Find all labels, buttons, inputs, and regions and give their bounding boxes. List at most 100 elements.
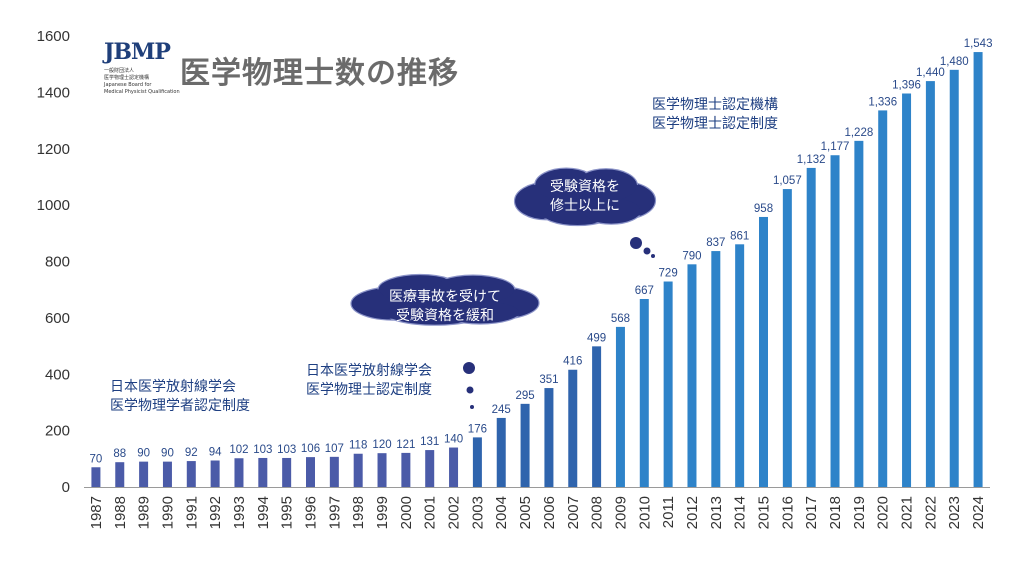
bar-value-label: 1,132 [797,154,826,166]
x-tick-label: 2013 [708,496,725,529]
y-tick-label: 0 [62,479,70,496]
bar [782,189,792,488]
x-tick-label: 1987 [88,496,105,529]
bar-value-label: 102 [229,444,248,456]
cloud1-text: 医療事故を受けて 受験資格を緩和 [375,288,515,326]
x-tick-label: 1994 [255,496,272,529]
cloud2-dot [630,237,642,249]
bar-value-label: 861 [730,230,749,242]
cloud1-line2: 受験資格を緩和 [396,308,494,324]
bar [902,93,912,487]
bar [735,244,745,487]
x-tick-label: 2001 [422,496,439,529]
cloud2-dot [643,247,651,255]
bar [592,346,602,487]
bar-value-label: 729 [659,268,678,280]
bar-value-label: 103 [277,444,296,456]
x-tick-label: 2010 [636,496,653,529]
era3-note-line2: 医学物理士認定制度 [652,116,778,132]
bar [639,298,649,487]
bar-value-label: 88 [113,448,126,460]
x-tick-label: 2020 [875,496,892,529]
x-tick-label: 2009 [612,496,629,529]
bar [425,450,435,487]
era2-note: 日本医学放射線学会 医学物理士認定制度 [306,362,432,400]
era2-note-line2: 医学物理士認定制度 [306,382,432,398]
bar-value-label: 131 [420,436,439,448]
era3-note: 医学物理士認定機構 医学物理士認定制度 [652,96,778,134]
x-tick-label: 2022 [922,496,939,529]
x-tick-label: 1991 [183,496,200,529]
y-tick-label: 200 [45,423,70,440]
bar [711,251,721,487]
era2-note-line1: 日本医学放射線学会 [306,363,432,379]
x-tick-label: 2021 [899,496,916,529]
y-tick-label: 1600 [37,28,70,45]
x-tick-label: 2023 [946,496,963,529]
bar [162,461,172,487]
bar [759,216,768,487]
x-tick-label: 2019 [851,496,868,529]
cloud1-dot [470,405,474,409]
cloud1-dot [466,386,474,394]
bar [925,81,935,487]
x-tick-label: 2002 [446,496,463,529]
x-tick-label: 1997 [326,496,343,529]
bar-value-label: 121 [396,439,415,451]
x-tick-label: 1990 [159,496,176,529]
bar-value-label: 1,228 [844,127,873,139]
bar [687,264,697,487]
cloud2-dot [651,254,655,258]
bar [449,447,459,487]
bar-value-label: 94 [209,447,222,459]
y-tick-label: 400 [45,366,70,383]
logo-line-3: Japanese Board for [104,82,152,88]
x-tick-label: 1998 [350,496,367,529]
y-tick-label: 1200 [37,141,70,158]
bar [663,281,673,487]
x-tick-label: 2014 [732,496,749,529]
x-tick-label: 1992 [207,496,224,529]
bar-value-label: 70 [90,453,103,465]
bar-value-label: 1,336 [868,96,897,108]
x-tick-label: 2004 [493,496,510,529]
bar-value-label: 1,177 [821,141,850,153]
bar [282,457,292,487]
bar [520,403,530,487]
bar-value-label: 176 [468,423,487,435]
bar-value-label: 1,440 [916,67,945,79]
bar-value-label: 140 [444,434,463,446]
x-tick-label: 2005 [517,496,534,529]
bar [472,437,482,487]
x-tick-label: 2000 [398,496,415,529]
bar [401,452,411,487]
bar-value-label: 351 [539,374,558,386]
y-tick-label: 1000 [37,197,70,214]
cloud1-dot [463,362,475,374]
x-tick-label: 1993 [231,496,248,529]
x-tick-label: 2012 [684,496,701,529]
era1-note: 日本医学放射線学会 医学物理学者認定制度 [110,378,250,416]
logo-line-1: 一般財団法人 [104,68,135,74]
x-tick-label: 2017 [803,496,820,529]
bar-value-label: 90 [161,448,174,460]
bar [258,457,268,487]
bar-value-label: 1,480 [940,56,969,68]
bar [830,155,840,487]
bar [854,140,864,488]
cloud-callout-1 [350,273,540,326]
bar-value-label: 790 [682,250,701,262]
bar [329,456,339,487]
bar [568,369,578,487]
bar [353,453,363,487]
bar-value-label: 120 [372,439,391,451]
x-tick-label: 2006 [541,496,558,529]
bar [234,458,244,487]
bar-value-label: 416 [563,356,582,368]
bar [878,110,888,487]
cloud2-line2: 修士以上に [550,198,620,214]
bar-value-label: 837 [706,237,725,249]
bar-value-label: 499 [587,332,606,344]
